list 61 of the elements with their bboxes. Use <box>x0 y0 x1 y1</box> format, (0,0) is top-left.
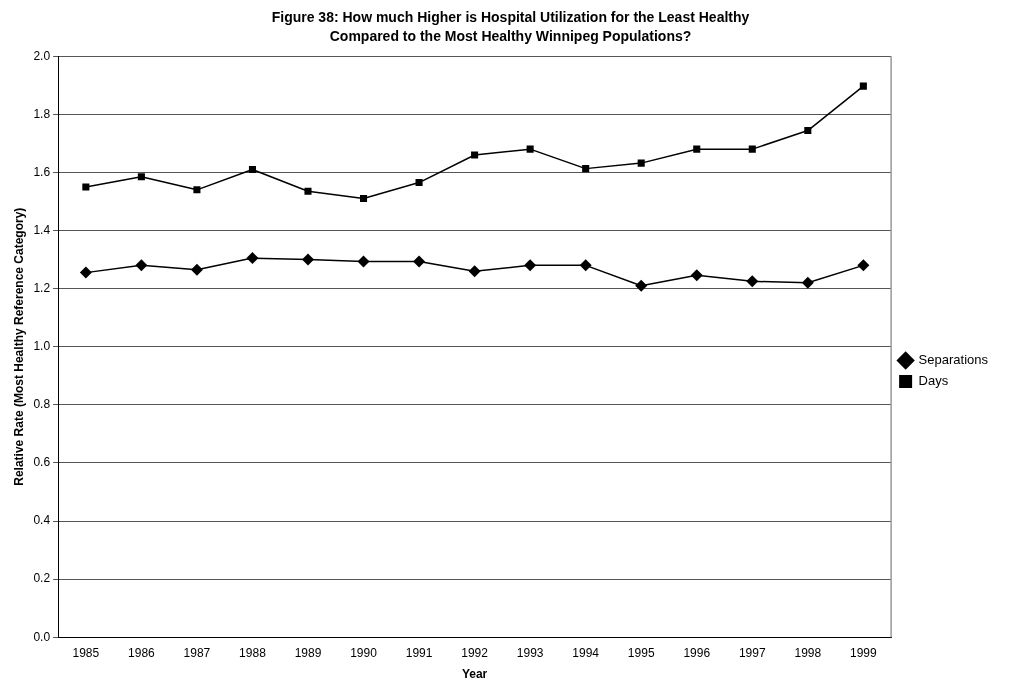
x-tick-label: 1992 <box>461 645 489 660</box>
point <box>859 82 867 90</box>
x-tick-label: 1987 <box>183 645 211 660</box>
y-tick-label: 0.2 <box>33 571 51 586</box>
y-tick-label: 0.4 <box>33 513 51 528</box>
point <box>193 186 201 194</box>
point <box>82 183 90 191</box>
y-tick-label: 1.8 <box>33 106 51 121</box>
point <box>359 195 368 203</box>
point <box>637 159 645 167</box>
legend-label: Separations <box>918 352 989 368</box>
point <box>79 266 92 279</box>
point <box>415 179 423 187</box>
x-axis-title: Year <box>461 667 488 682</box>
y-tick-label: 1.0 <box>33 339 51 354</box>
point <box>746 275 759 288</box>
point <box>301 253 314 266</box>
point <box>526 145 534 153</box>
point <box>582 165 590 173</box>
x-tick-label: 1996 <box>683 645 711 660</box>
point <box>248 165 256 174</box>
point <box>471 151 479 159</box>
x-tick-label: 1994 <box>572 645 600 660</box>
y-tick-label: 0.0 <box>33 629 51 644</box>
x-tick-label: 1988 <box>239 645 267 660</box>
point <box>690 269 703 282</box>
point <box>804 127 812 135</box>
point <box>693 145 701 153</box>
y-axis-title: Relative Rate (Most Healthy Reference Category) <box>11 207 26 486</box>
y-tick-label: 1.4 <box>33 222 51 237</box>
x-tick-label: 1986 <box>128 645 156 660</box>
x-tick-label: 1995 <box>627 645 655 660</box>
point <box>748 145 756 153</box>
point <box>801 276 814 289</box>
point <box>635 279 648 292</box>
x-tick-label: 1985 <box>72 645 100 660</box>
y-tick-label: 1.6 <box>33 164 51 179</box>
x-tick-label: 1990 <box>350 645 378 660</box>
point <box>413 255 426 268</box>
point <box>246 252 259 265</box>
chart-title: Figure 38: How much Higher is Hospital Utilization for the Least Healthy Compared to the Most Healthy Winnipeg Populations? <box>270 8 751 46</box>
x-tick-label: 1991 <box>405 645 433 660</box>
point <box>524 259 537 272</box>
x-tick-label: 1993 <box>516 645 544 660</box>
point <box>579 259 592 272</box>
y-tick-label: 1.2 <box>33 280 51 295</box>
legend-label: Days <box>918 373 949 389</box>
point <box>190 263 203 276</box>
point <box>357 255 370 268</box>
point <box>135 259 148 272</box>
y-tick-label: 2.0 <box>33 48 51 63</box>
y-tick-label: 0.8 <box>33 397 51 412</box>
x-tick-label: 1999 <box>850 645 878 660</box>
x-tick-label: 1998 <box>794 645 822 660</box>
x-tick-label: 1997 <box>738 645 766 660</box>
x-tick-label: 1989 <box>294 645 322 660</box>
point <box>857 259 870 272</box>
y-tick-label: 0.6 <box>33 455 51 470</box>
point <box>137 173 145 181</box>
point <box>304 187 312 195</box>
point <box>468 265 481 278</box>
